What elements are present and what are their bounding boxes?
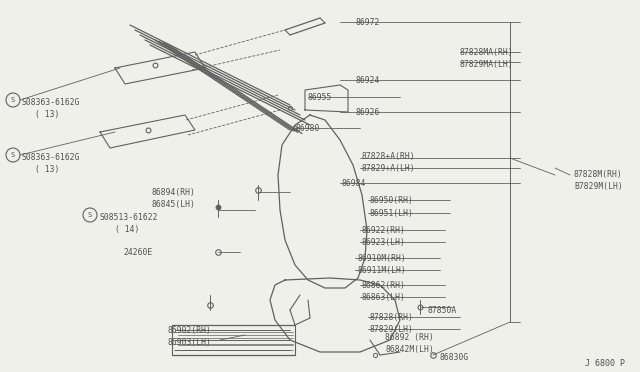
Text: 87828MA(RH): 87828MA(RH) [460,48,514,57]
Text: B7829M(LH): B7829M(LH) [574,182,623,191]
Text: 86951(LH): 86951(LH) [370,209,414,218]
Text: 86902(RH): 86902(RH) [168,326,212,335]
Text: 87829+A(LH): 87829+A(LH) [362,164,415,173]
Text: 86845(LH): 86845(LH) [152,200,196,209]
Text: 86862(RH): 86862(RH) [362,281,406,290]
Text: ( 13): ( 13) [35,110,60,119]
Text: 86984: 86984 [342,179,366,188]
Text: 86910M(RH): 86910M(RH) [357,254,406,263]
Text: 86863(LH): 86863(LH) [362,293,406,302]
Text: 86911M(LH): 86911M(LH) [357,266,406,275]
Text: 86955: 86955 [308,93,332,102]
Text: S08363-6162G: S08363-6162G [22,98,81,107]
Text: 86922(RH): 86922(RH) [362,226,406,235]
Text: 87829MA(LH): 87829MA(LH) [460,60,514,69]
Text: 86923(LH): 86923(LH) [362,238,406,247]
Text: 86892 (RH): 86892 (RH) [385,333,434,342]
Text: S08363-6162G: S08363-6162G [22,153,81,162]
Text: 86842M(LH): 86842M(LH) [385,345,434,354]
Text: 86980: 86980 [296,124,321,133]
Text: 87828+A(RH): 87828+A(RH) [362,152,415,161]
Text: S08513-61622: S08513-61622 [100,213,159,222]
Text: S: S [11,152,15,158]
Text: ( 13): ( 13) [35,165,60,174]
Text: 87828M(RH): 87828M(RH) [574,170,623,179]
Text: 24260E: 24260E [123,248,152,257]
Text: 86903(LH): 86903(LH) [168,338,212,347]
Text: 86830G: 86830G [440,353,469,362]
Text: 87828(RH): 87828(RH) [370,313,414,322]
Text: 86972: 86972 [355,18,380,27]
Text: S: S [88,212,92,218]
Text: S: S [11,97,15,103]
Text: 86894(RH): 86894(RH) [152,188,196,197]
Text: 87829(LH): 87829(LH) [370,325,414,334]
Text: 86924: 86924 [355,76,380,85]
Text: 86926: 86926 [355,108,380,117]
Text: 86950(RH): 86950(RH) [370,196,414,205]
Text: J 6800 P: J 6800 P [585,359,625,368]
Text: ( 14): ( 14) [115,225,140,234]
Text: 87850A: 87850A [427,306,456,315]
